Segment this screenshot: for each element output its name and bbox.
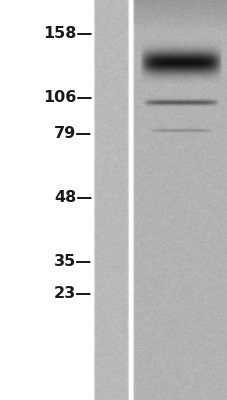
- Text: 48—: 48—: [54, 190, 92, 206]
- Text: 35—: 35—: [54, 254, 92, 270]
- Text: 79—: 79—: [54, 126, 92, 142]
- Text: 158—: 158—: [43, 26, 92, 42]
- Text: 23—: 23—: [54, 286, 92, 302]
- Text: 106—: 106—: [43, 90, 92, 106]
